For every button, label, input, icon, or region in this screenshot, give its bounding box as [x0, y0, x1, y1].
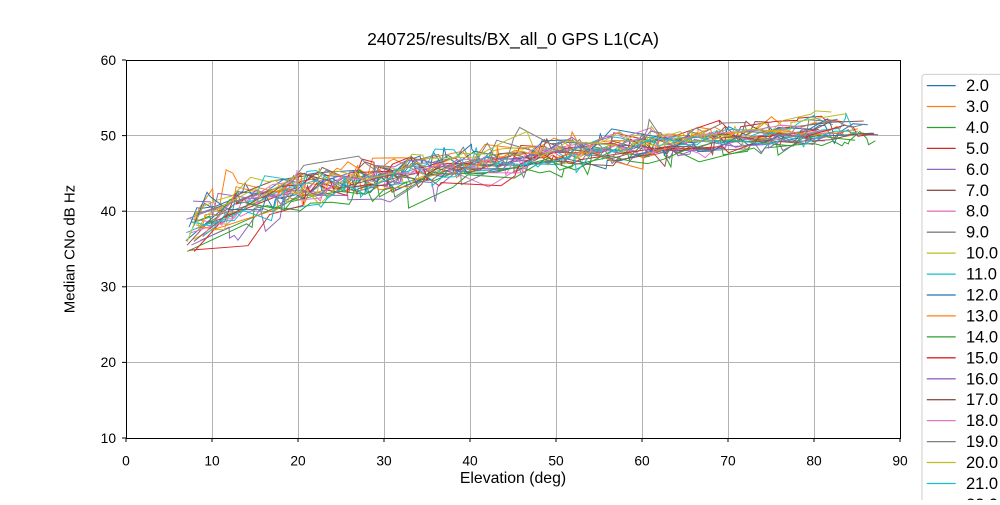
svg-text:Median CNo dB Hz: Median CNo dB Hz [62, 185, 79, 313]
svg-text:19.0: 19.0 [966, 433, 998, 451]
svg-text:40: 40 [101, 204, 117, 219]
svg-text:10: 10 [204, 454, 220, 469]
svg-text:60: 60 [634, 454, 650, 469]
svg-text:30: 30 [101, 280, 117, 295]
svg-text:70: 70 [720, 454, 736, 469]
svg-text:5.0: 5.0 [966, 140, 989, 158]
svg-text:16.0: 16.0 [966, 370, 998, 388]
svg-text:12.0: 12.0 [966, 287, 998, 305]
svg-text:10.0: 10.0 [966, 245, 998, 263]
svg-text:10: 10 [101, 431, 117, 446]
svg-text:20: 20 [290, 454, 306, 469]
svg-text:14.0: 14.0 [966, 328, 998, 346]
svg-text:18.0: 18.0 [966, 412, 998, 430]
svg-text:4.0: 4.0 [966, 119, 989, 137]
svg-text:50: 50 [548, 454, 564, 469]
svg-text:13.0: 13.0 [966, 307, 998, 325]
svg-text:6.0: 6.0 [966, 161, 989, 179]
svg-text:20: 20 [101, 355, 117, 370]
svg-text:22.0: 22.0 [966, 496, 998, 500]
svg-text:15.0: 15.0 [966, 349, 998, 367]
svg-text:8.0: 8.0 [966, 203, 989, 221]
svg-text:0: 0 [122, 454, 130, 469]
svg-text:80: 80 [806, 454, 822, 469]
svg-text:7.0: 7.0 [966, 182, 989, 200]
svg-text:20.0: 20.0 [966, 454, 998, 472]
svg-text:90: 90 [892, 454, 908, 469]
svg-text:2.0: 2.0 [966, 77, 989, 95]
svg-text:240725/results/BX_all_0 GPS L1: 240725/results/BX_all_0 GPS L1(CA) [367, 29, 659, 50]
svg-text:11.0: 11.0 [966, 266, 997, 284]
svg-text:9.0: 9.0 [966, 224, 989, 242]
svg-text:50: 50 [101, 128, 117, 143]
svg-text:3.0: 3.0 [966, 98, 989, 116]
svg-text:40: 40 [462, 454, 478, 469]
svg-text:17.0: 17.0 [966, 391, 998, 409]
svg-text:60: 60 [101, 53, 117, 68]
svg-text:Elevation (deg): Elevation (deg) [460, 470, 566, 487]
svg-text:21.0: 21.0 [966, 475, 998, 493]
svg-text:30: 30 [376, 454, 392, 469]
